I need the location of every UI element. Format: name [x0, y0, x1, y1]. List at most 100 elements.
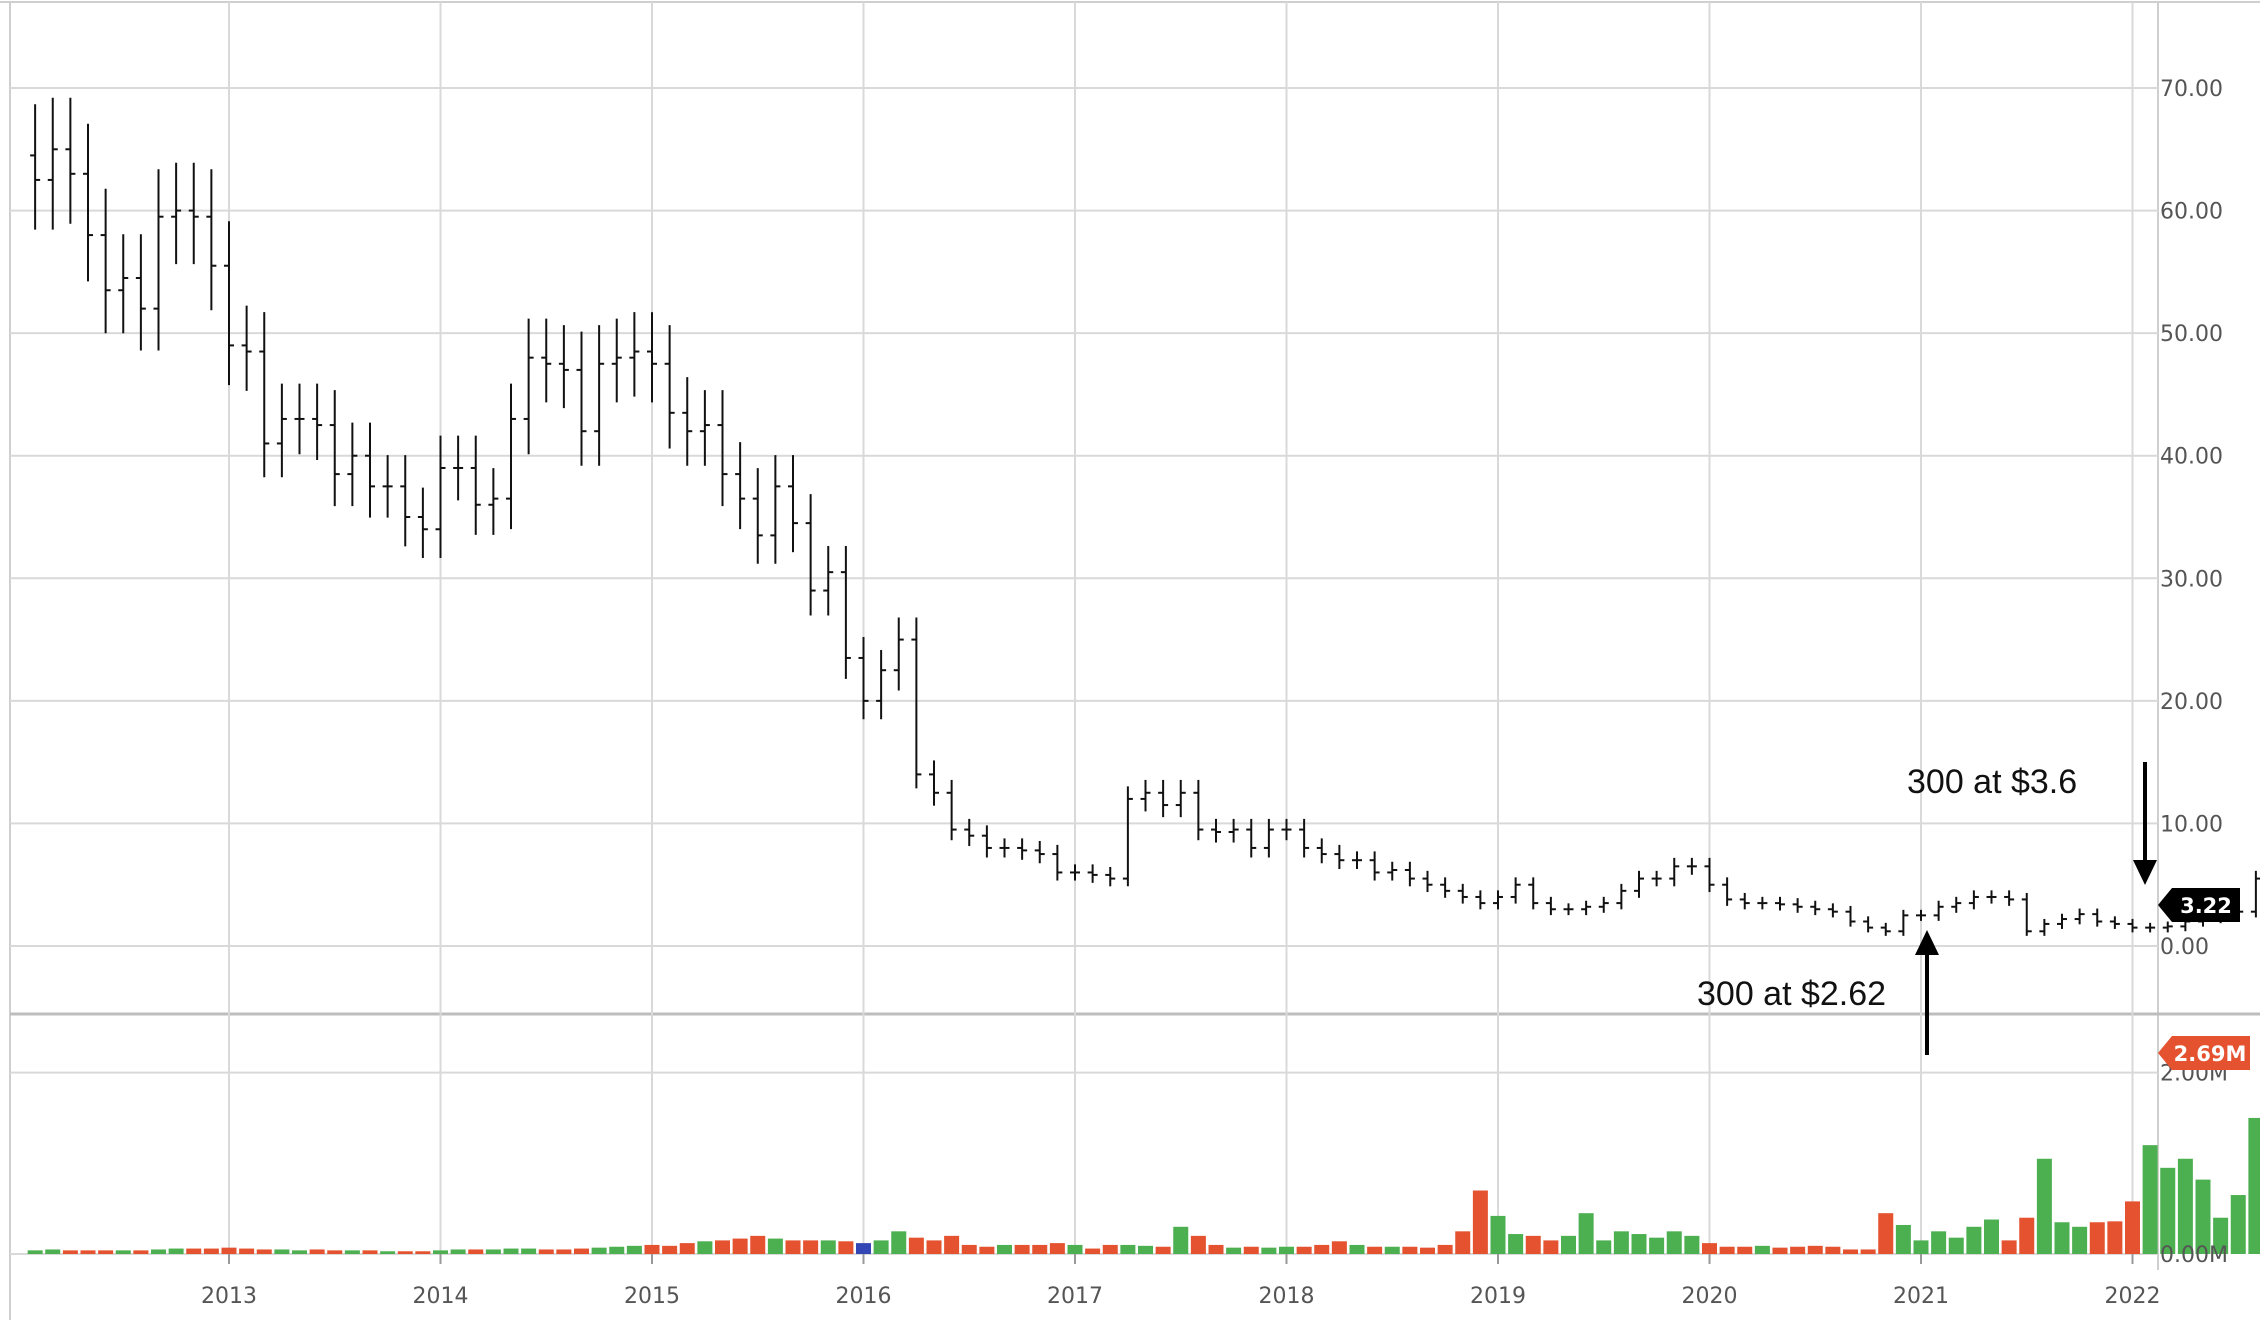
volume-bar [1578, 1213, 1594, 1254]
volume-bar [838, 1241, 854, 1254]
volume-bar [344, 1250, 360, 1254]
price-bar [1193, 779, 1204, 841]
volume-bar [1420, 1247, 1435, 1254]
volume-bar [750, 1235, 766, 1254]
volume-tick-label: 0.00M [2160, 1243, 2228, 1268]
volume-bar [1208, 1244, 1224, 1254]
volume-bar [1913, 1240, 1929, 1254]
volume-bar [98, 1250, 114, 1254]
price-bar [1545, 896, 1556, 916]
arrow-down-icon [2133, 762, 2157, 885]
volume-bar [662, 1245, 678, 1254]
price-bar [2145, 922, 2156, 933]
price-bar [699, 390, 710, 466]
volume-bar [1895, 1224, 1911, 1254]
volume-bar [1754, 1245, 1770, 1254]
price-bar [840, 546, 851, 679]
price-bar [1457, 883, 1468, 904]
volume-bar [1772, 1247, 1788, 1254]
volume-bar [115, 1250, 131, 1254]
volume-bar [239, 1248, 255, 1254]
volume-bar [1190, 1235, 1206, 1254]
volume-bar [2089, 1222, 2105, 1254]
volume-bar [327, 1250, 343, 1254]
year-tick-label: 2016 [836, 1284, 892, 1309]
price-bar [171, 162, 182, 265]
price-bar [647, 312, 657, 403]
price-bar [1722, 877, 1733, 906]
volume-bar [1472, 1190, 1488, 1254]
price-bar [911, 617, 922, 789]
volume-bar [1173, 1226, 1189, 1254]
price-bar [1598, 896, 1609, 913]
price-bar [224, 221, 234, 386]
volume-bar [186, 1248, 202, 1254]
price-bar [2127, 918, 2138, 933]
price-bar [1863, 916, 1874, 933]
volume-bar [2036, 1158, 2052, 1254]
volume-bar [168, 1248, 184, 1254]
price-bar [100, 188, 111, 334]
volume-bar [803, 1240, 819, 1254]
volume-bar [1261, 1247, 1277, 1254]
price-bar [1880, 922, 1891, 936]
volume-bar [1349, 1244, 1365, 1254]
price-bar [188, 162, 199, 265]
price-bar [717, 390, 728, 507]
volume-bar [644, 1244, 660, 1254]
axes: 0.00 10.00 20.00 30.00 40.00 50.00 60.00 70.00 0… [201, 77, 2228, 1309]
volume-bar [1226, 1247, 1242, 1254]
volume-bar [1966, 1226, 1982, 1254]
price-bar [1422, 870, 1433, 893]
price-bar [1475, 890, 1486, 910]
price-bar [1757, 896, 1768, 910]
volume-bar [715, 1240, 730, 1254]
volume-bar [485, 1249, 501, 1254]
price-bar [893, 617, 904, 691]
price-bar [1634, 870, 1644, 898]
price-bar [276, 383, 287, 478]
volume-bar [1384, 1246, 1400, 1254]
price-bar [2074, 908, 2085, 925]
price-bar [1122, 786, 1133, 887]
volume-bar [80, 1250, 96, 1254]
price-bar [2021, 892, 2032, 936]
price-tick-label: 50.00 [2160, 322, 2223, 347]
annotation-sell: 300 at $3.6 [1907, 763, 2077, 801]
price-bar [2039, 918, 2050, 936]
volume-bar [1085, 1248, 1101, 1254]
price-bar [611, 318, 622, 403]
price-bar [135, 234, 146, 351]
price-bar [1263, 818, 1274, 858]
price-tick-label: 60.00 [2160, 200, 2223, 225]
volume-bar [1508, 1234, 1524, 1254]
price-bar [153, 169, 164, 351]
price-bar [594, 325, 605, 466]
price-bar [1651, 870, 1662, 887]
price-bar [823, 546, 834, 616]
volume-bar [1666, 1231, 1682, 1254]
volume-bar [556, 1249, 572, 1254]
price-bar [664, 325, 675, 449]
price-bar [488, 468, 499, 535]
price-bar [999, 838, 1010, 858]
volume-bar [591, 1247, 607, 1254]
volume-bar [221, 1247, 237, 1254]
price-bar [964, 818, 975, 846]
price-bar [735, 442, 746, 530]
price-bar [558, 325, 569, 409]
volume-bar [468, 1249, 484, 1254]
price-tick-label: 10.00 [2160, 812, 2223, 837]
price-bar [417, 487, 428, 558]
price-bar [206, 169, 217, 311]
volume-bar [1860, 1249, 1876, 1254]
year-tick-label: 2020 [1682, 1284, 1738, 1309]
year-tick-label: 2014 [413, 1284, 469, 1309]
volume-bar [1825, 1246, 1841, 1254]
price-bar [788, 455, 798, 553]
price-bar [1792, 898, 1803, 913]
price-bar [2250, 870, 2260, 918]
price-bar [1105, 866, 1116, 887]
